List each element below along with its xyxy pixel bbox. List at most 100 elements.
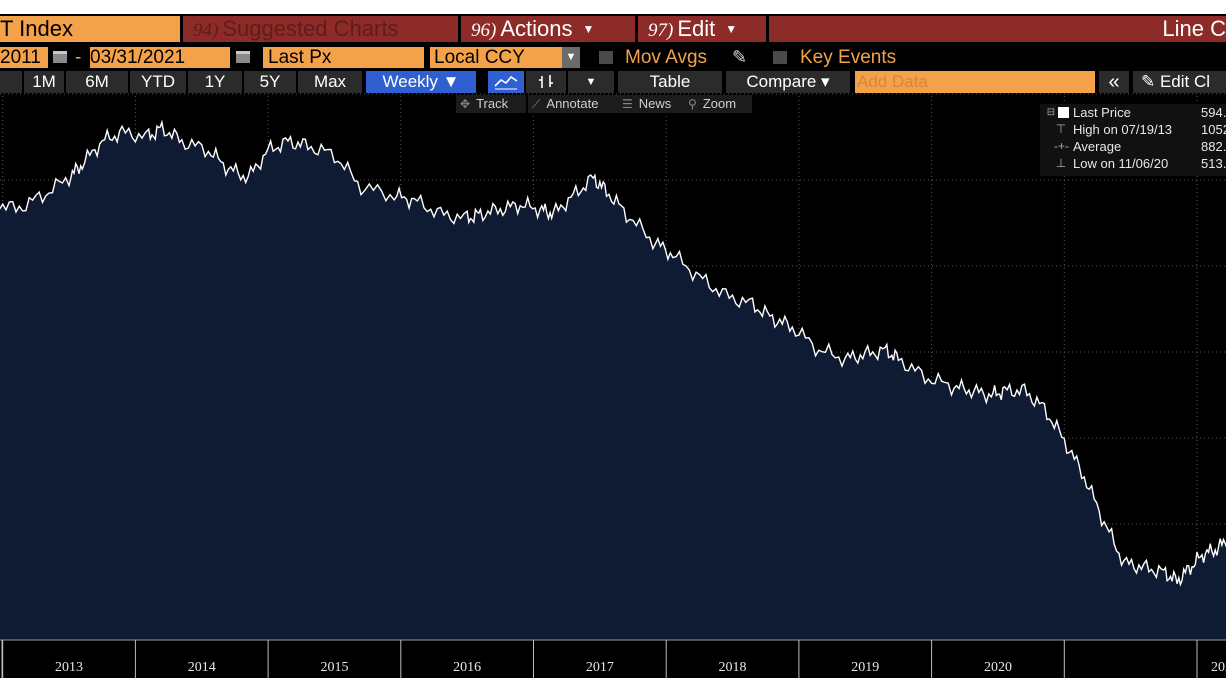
range-bar: 1M 6M YTD 1Y 5Y Max Weekly ▼ ▼ Table Com… xyxy=(0,71,1226,94)
x-tick-label: 2017 xyxy=(586,660,614,675)
date-separator: - xyxy=(75,47,82,68)
annotate-tool[interactable]: ⟋ Annotate xyxy=(528,95,618,113)
range-button-1y[interactable]: 1Y xyxy=(188,71,242,93)
actions-menu-button[interactable]: 96) Actions ▼ xyxy=(461,16,635,42)
zoom-label: Zoom xyxy=(702,96,737,111)
mov-avgs-checkbox[interactable] xyxy=(599,51,613,64)
range-button-max[interactable]: Max xyxy=(298,71,362,93)
field-value: Last Px xyxy=(268,47,332,68)
annotate-label: Annotate xyxy=(546,96,599,111)
pencil-icon[interactable]: ✎ xyxy=(732,47,748,67)
currency-selector[interactable]: Local CCY xyxy=(430,47,564,68)
news-icon: ☰ xyxy=(622,97,633,111)
legend-value: 1052. xyxy=(1201,122,1226,137)
key-events-checkbox[interactable] xyxy=(773,51,787,64)
suggested-charts-button[interactable]: 94) Suggested Charts xyxy=(183,16,458,42)
price-chart[interactable]: 201220132014201520162017201820192020202 xyxy=(0,14,1226,678)
legend-value: 594. xyxy=(1201,105,1226,120)
annotate-icon: ⟋ xyxy=(532,97,541,111)
range-bar-spacer xyxy=(0,71,22,93)
edit-label: Edit xyxy=(677,16,716,41)
edit-chart-button[interactable]: ✎ Edit Cl xyxy=(1133,71,1226,93)
currency-value: Local CCY xyxy=(434,47,525,68)
chevron-down-icon: ▼ xyxy=(725,22,738,36)
series-color-swatch xyxy=(1058,107,1069,118)
ohlc-bar-button[interactable] xyxy=(526,71,566,93)
legend-row-average: -+- Average 882. xyxy=(1040,138,1226,155)
x-axis: 201220132014201520162017201820192020202 xyxy=(1,640,1226,678)
chart-legend: ⊟ Last Price 594. ⊤ High on 07/19/13 105… xyxy=(1040,104,1226,176)
end-date-value: 03/31/2021 xyxy=(90,47,186,68)
chart-type-label: Line C xyxy=(1162,16,1226,41)
edit-menu-button[interactable]: 97) Edit ▼ xyxy=(638,16,766,42)
crosshair-icon: ✥ xyxy=(460,97,471,111)
range-button-5y[interactable]: 5Y xyxy=(244,71,296,93)
edit-chart-label: Edit Cl xyxy=(1159,72,1211,91)
x-tick-label: 2020 xyxy=(984,660,1012,675)
x-tick-label: 2014 xyxy=(188,660,216,675)
legend-value: 882. xyxy=(1201,139,1226,154)
price-area-fill xyxy=(0,122,1226,640)
field-selector[interactable]: Last Px xyxy=(263,47,424,68)
legend-label: Average xyxy=(1073,139,1122,154)
legend-label: Low on 11/06/20 xyxy=(1073,156,1169,171)
actions-label: Actions xyxy=(500,16,573,41)
average-marker-icon: -+- xyxy=(1054,139,1069,153)
edit-number: 97) xyxy=(648,20,674,41)
news-label: News xyxy=(638,96,672,111)
settings-bar: 2011 - 03/31/2021 Last Px Local CCY ▼ Mo… xyxy=(0,46,1226,70)
x-axis-band xyxy=(0,640,1226,678)
line-chart-icon xyxy=(494,75,518,90)
zoom-tool[interactable]: ⚲ Zoom xyxy=(684,95,752,113)
expand-icon: ⊟ xyxy=(1046,107,1056,118)
legend-row-last-price[interactable]: ⊟ Last Price 594. xyxy=(1040,104,1226,121)
pencil-icon: ✎ xyxy=(1141,72,1160,91)
track-label: Track xyxy=(476,96,509,111)
frequency-dropdown[interactable]: Weekly ▼ xyxy=(366,71,476,93)
x-tick-label: 2019 xyxy=(851,660,879,675)
start-date-value: 2011 xyxy=(0,47,41,68)
mov-avgs-label[interactable]: Mov Avgs xyxy=(625,47,708,68)
calendar-icon[interactable] xyxy=(53,51,67,63)
actions-number: 96) xyxy=(471,20,497,41)
low-marker-icon: ⊥ xyxy=(1055,156,1067,170)
legend-label: Last Price xyxy=(1073,105,1131,120)
news-tool[interactable]: ☰ News xyxy=(618,95,684,113)
chart-type-title: Line C xyxy=(769,16,1226,42)
high-marker-icon: ⊤ xyxy=(1055,122,1067,136)
zoom-icon: ⚲ xyxy=(688,97,697,111)
chevron-down-icon: ▼ xyxy=(585,76,597,88)
legend-row-high: ⊤ High on 07/19/13 1052. xyxy=(1040,121,1226,138)
header-bar: T Index 94) Suggested Charts 96) Actions ▼ … xyxy=(0,14,1226,44)
price-line xyxy=(0,119,1226,587)
range-button-1m[interactable]: 1M xyxy=(24,71,64,93)
x-tick-label: 2018 xyxy=(719,660,747,675)
table-button[interactable]: Table xyxy=(618,71,722,93)
chevron-down-icon: ▼ xyxy=(582,22,595,36)
legend-label: High on 07/19/13 xyxy=(1073,122,1173,137)
line-chart-button[interactable] xyxy=(488,71,524,93)
bloomberg-chart-screen: 201220132014201520162017201820192020202 … xyxy=(0,14,1226,678)
collapse-icon[interactable]: « xyxy=(1099,71,1129,93)
add-data-input[interactable]: Add Data xyxy=(855,71,1095,93)
ticker-label: T Index xyxy=(0,16,73,41)
range-button-6m[interactable]: 6M xyxy=(66,71,128,93)
x-tick-label: 2013 xyxy=(55,660,83,675)
compare-dropdown[interactable]: Compare ▾ xyxy=(726,71,850,93)
end-date-field[interactable]: 03/31/2021 xyxy=(90,47,230,68)
chart-type-dropdown[interactable]: ▼ xyxy=(568,71,614,93)
start-date-field[interactable]: 2011 xyxy=(0,47,48,68)
x-tick-label: 202 xyxy=(1211,660,1226,675)
suggested-number: 94) xyxy=(193,20,219,41)
track-tool[interactable]: ✥ Track xyxy=(456,95,526,113)
chevron-down-icon[interactable]: ▼ xyxy=(562,47,580,68)
x-tick-label: 2016 xyxy=(453,660,481,675)
legend-value: 513. xyxy=(1201,156,1226,171)
ticker-field[interactable]: T Index xyxy=(0,16,180,42)
key-events-label[interactable]: Key Events xyxy=(800,47,897,68)
range-button-ytd[interactable]: YTD xyxy=(130,71,186,93)
calendar-icon[interactable] xyxy=(236,51,250,63)
ohlc-bar-icon xyxy=(539,75,553,88)
suggested-label: Suggested Charts xyxy=(222,16,399,41)
legend-row-low: ⊥ Low on 11/06/20 513. xyxy=(1040,155,1226,172)
